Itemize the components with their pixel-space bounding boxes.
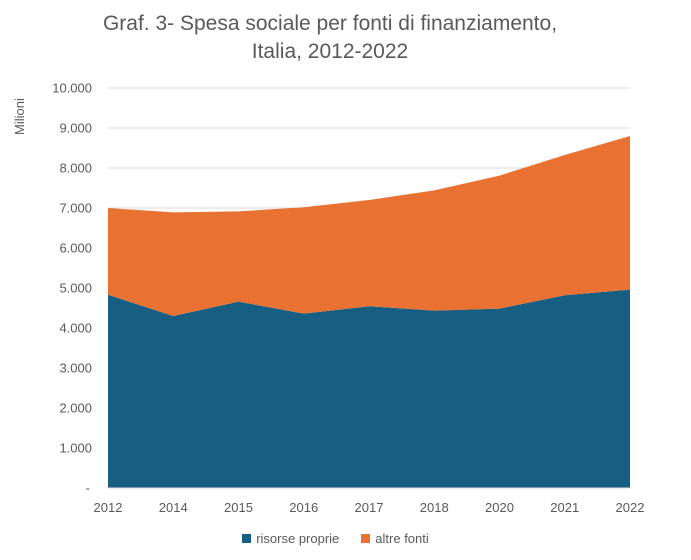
y-tick-label: 3.000 — [59, 361, 92, 376]
x-tick-label: 2017 — [355, 500, 384, 515]
y-tick-label: 10.000 — [52, 81, 92, 96]
x-tick-label: 2018 — [420, 500, 449, 515]
legend-label: altre fonti — [375, 531, 429, 546]
legend-swatch-altre-fonti — [361, 534, 371, 543]
y-tick-label: 5.000 — [59, 281, 92, 296]
area-risorse-proprie — [108, 289, 630, 488]
legend-item-altre-fonti: altre fonti — [361, 531, 429, 546]
chart-title: Graf. 3- Spesa sociale per fonti di fina… — [0, 10, 660, 66]
legend-label: risorse proprie — [256, 531, 340, 546]
y-tick-label: 7.000 — [59, 201, 92, 216]
x-tick-label: 2016 — [289, 500, 318, 515]
x-tick-label: 2020 — [485, 500, 514, 515]
y-tick-label: 6.000 — [59, 241, 92, 256]
y-tick-label: - — [86, 481, 90, 496]
x-tick-label: 2014 — [159, 500, 188, 515]
legend-item-risorse-proprie: risorse proprie — [242, 531, 339, 546]
chart-title-line-1: Graf. 3- Spesa sociale per fonti di fina… — [102, 12, 558, 35]
x-tick-label: 2021 — [550, 500, 579, 515]
area-altre-fonti — [108, 136, 630, 316]
legend-swatch-risorse-proprie — [242, 534, 252, 543]
y-tick-label: 4.000 — [59, 321, 92, 336]
chart-title-line-2: Italia, 2012-2022 — [251, 40, 409, 63]
legend: risorse proprie altre fonti — [0, 531, 691, 546]
x-tick-label: 2015 — [224, 500, 253, 515]
x-tick-label: 2012 — [94, 500, 123, 515]
y-tick-label: 1.000 — [59, 441, 92, 456]
y-tick-label: 8.000 — [59, 161, 92, 176]
y-tick-label: 9.000 — [59, 121, 92, 136]
y-tick-label: 2.000 — [59, 401, 92, 416]
x-tick-label: 2022 — [616, 500, 645, 515]
